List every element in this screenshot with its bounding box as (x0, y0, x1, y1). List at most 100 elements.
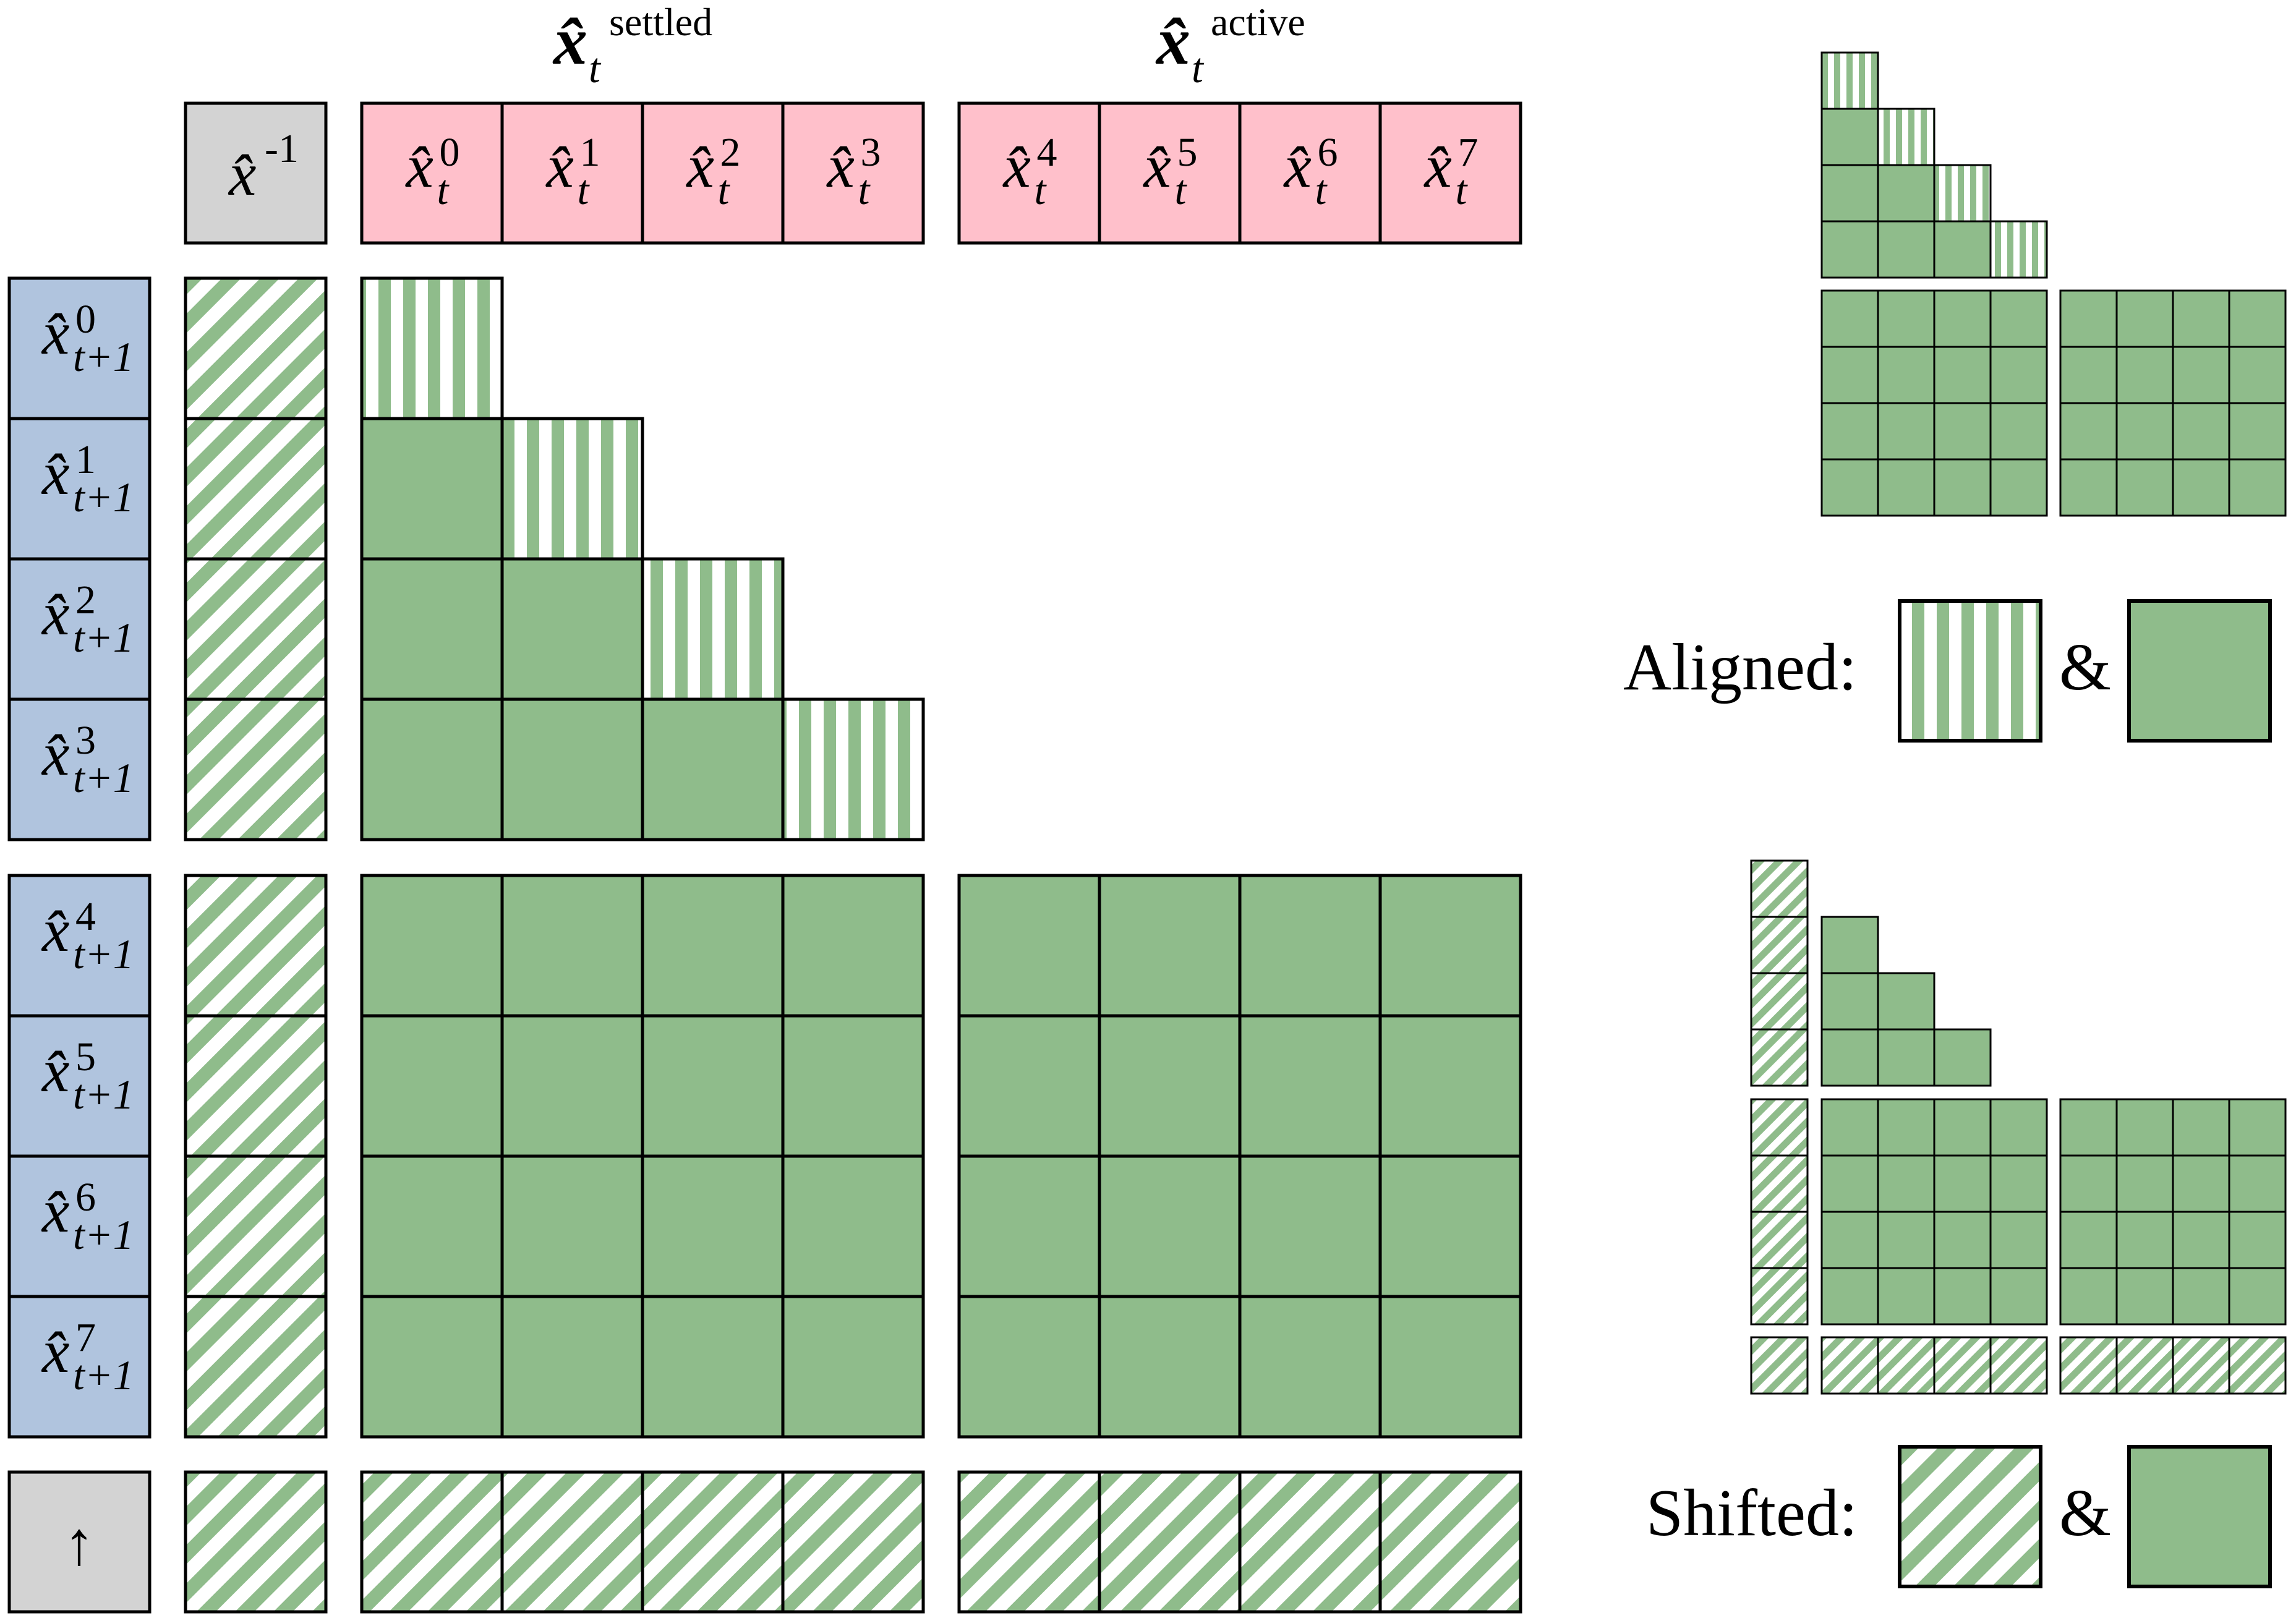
top-settled-label-sub: t (718, 166, 731, 213)
top-active-label: x̂ t7 (1423, 130, 1479, 213)
mini-shifted-bottom-cell (1750, 1336, 1809, 1395)
top-settled-label: x̂ t3 (826, 130, 881, 213)
mini-shifted-cell (1989, 1211, 2048, 1269)
mini-aligned-cell (1933, 402, 1992, 461)
top-settled-label-sub: t (858, 166, 871, 213)
left-query-cell (7, 697, 152, 841)
bottom-shifted-cell (1238, 1470, 1382, 1614)
top-settled-cell (641, 101, 785, 245)
mini-shifted-bottom-cell (1933, 1336, 1992, 1395)
mini-shifted-cell (1877, 1098, 1935, 1157)
mini-aligned-cell (2172, 458, 2230, 517)
mini-aligned-cell (1989, 289, 2048, 348)
legend-aligned-solid-swatch (2127, 599, 2272, 743)
bottom-shifted-cell (1378, 1470, 1522, 1614)
prev-token-cell (184, 276, 328, 420)
mini-shifted-cell (1877, 1211, 1935, 1269)
active-cell (957, 1295, 1101, 1439)
mini-aligned-cell (1820, 458, 1879, 517)
bottom-shifted-cell (781, 1470, 925, 1614)
main-attention-grid (184, 276, 1522, 1614)
mini-shifted-cell (2059, 1211, 2118, 1269)
mini-aligned-cell (2172, 289, 2230, 348)
top-settled-cell (500, 101, 644, 245)
mini-aligned-diagonal-cell (1989, 220, 2048, 279)
settled-cell (641, 1295, 785, 1439)
prev-token-cell (184, 1014, 328, 1158)
top-active-label: x̂ t5 (1143, 130, 1198, 213)
top-settled-label: x̂ t0 (405, 130, 460, 213)
mini-shifted-cell (2059, 1098, 2118, 1157)
mini-aligned-grid (1820, 51, 2287, 517)
top-active-label-sub: t (1175, 166, 1188, 213)
settled-cell (641, 874, 785, 1018)
header-active: x̂ t active (1155, 0, 1305, 92)
top-active-label: x̂ t4 (1002, 130, 1057, 213)
settled-cell (641, 1154, 785, 1298)
left-query-label-sup: 5 (75, 1034, 96, 1079)
mini-aligned-cell (2228, 289, 2287, 348)
mini-aligned-cell (1933, 220, 1992, 279)
left-query-label: x̂ t+10 (41, 297, 134, 380)
active-cell (1238, 1014, 1382, 1158)
left-query-label-sup: 1 (75, 437, 96, 482)
mini-shifted-cell (2172, 1211, 2230, 1269)
legend-aligned: Aligned: & (1623, 599, 2272, 743)
left-query-label-sup: 7 (75, 1315, 96, 1360)
settled-cell (360, 1295, 504, 1439)
active-cell (1098, 1014, 1242, 1158)
mini-shifted-bottom-cell (2228, 1336, 2287, 1395)
mini-shifted-bottom-cell (1877, 1336, 1935, 1395)
top-active-label-base: x̂ (1283, 132, 1312, 200)
mini-shifted-cell (2172, 1098, 2230, 1157)
left-query-cell (7, 1295, 152, 1439)
left-query-label-sup: 4 (75, 894, 96, 939)
left-query-label: x̂ t+16 (41, 1175, 134, 1258)
settled-cell (781, 1154, 925, 1298)
mini-shifted-cell (2172, 1267, 2230, 1326)
prev-token-cell (184, 1295, 328, 1439)
left-query-label: x̂ t+15 (41, 1034, 134, 1118)
legend-aligned-striped-swatch (1898, 599, 2042, 743)
mini-shifted-cell (1820, 1098, 1879, 1157)
mini-shifted-cell (1877, 1028, 1935, 1087)
mini-aligned-cell (2059, 346, 2118, 404)
mini-shifted-cell (1820, 1154, 1879, 1213)
mini-shifted-cell (1820, 916, 1879, 974)
settled-cell (500, 1295, 644, 1439)
mini-aligned-diagonal-cell (1877, 108, 1935, 166)
mini-shifted-cell (1933, 1154, 1992, 1213)
mini-shifted-cell (2172, 1154, 2230, 1213)
mini-shifted-cell (1933, 1267, 1992, 1326)
settled-cell (500, 1014, 644, 1158)
mini-shifted-cell (2228, 1211, 2287, 1269)
bottom-shifted-cell (360, 1470, 504, 1614)
settled-cell (500, 874, 644, 1018)
mini-aligned-cell (1877, 289, 1935, 348)
mini-aligned-cell (2228, 458, 2287, 517)
top-active-label: x̂ t6 (1283, 130, 1338, 213)
top-settled-cell (360, 101, 504, 245)
mini-shifted-cell (2115, 1211, 2174, 1269)
header-active-sub: t (1192, 45, 1205, 92)
mini-shifted-cell (2059, 1267, 2118, 1326)
settled-cell (360, 417, 504, 561)
top-settled-label-sub: t (578, 166, 591, 213)
settled-cell (360, 697, 504, 841)
top-settled-label-sub: t (437, 166, 450, 213)
mini-shifted-cell (2228, 1267, 2287, 1326)
active-cell (1238, 874, 1382, 1018)
left-query-label-sup: 2 (75, 577, 96, 623)
left-query-label-sup: 6 (75, 1175, 96, 1220)
active-cell (957, 1014, 1101, 1158)
prev-token-cell (184, 417, 328, 561)
mini-aligned-cell (1820, 289, 1879, 348)
legend-aligned-label: Aligned: (1623, 631, 1857, 704)
top-active-cell (1378, 101, 1522, 245)
mini-aligned-cell (1877, 346, 1935, 404)
settled-cell (641, 1014, 785, 1158)
top-active-label-sub: t (1315, 166, 1328, 213)
mini-shifted-grid (1750, 859, 2287, 1395)
active-cell (1378, 1154, 1522, 1298)
